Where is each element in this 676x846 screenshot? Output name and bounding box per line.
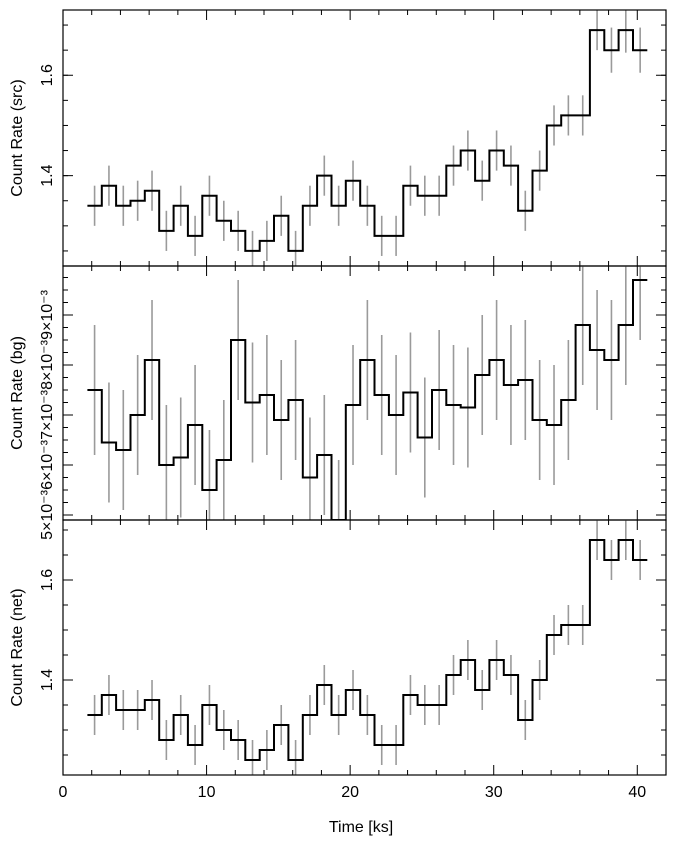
panel-1-data	[87, 10, 648, 266]
panel-frame	[62, 9, 667, 267]
x-tick-label: 0	[59, 784, 68, 801]
y-axis-label: Count Rate (src)	[9, 79, 26, 196]
x-axis-label: Time [ks]	[329, 819, 393, 836]
series-step-line	[87, 279, 648, 520]
y-tick-label: 7×10⁻³	[39, 389, 56, 439]
y-tick-label: 1.4	[39, 669, 56, 691]
y-tick-label: 1.4	[39, 164, 56, 186]
panel-3: 1.4 1.6 Count Rate (net)	[9, 519, 667, 776]
y-tick-label: 1.6	[39, 64, 56, 86]
y-tick-label: 9×10⁻³	[39, 289, 56, 339]
y-tick-label: 6×10⁻³	[39, 439, 56, 489]
series-step-line	[87, 539, 648, 761]
series-step-line	[87, 29, 648, 252]
panel-frame	[62, 519, 667, 776]
panel-2: 5×10⁻³6×10⁻³7×10⁻³8×10⁻³9×10⁻³ Count Rate…	[9, 265, 667, 540]
x-tick-label: 40	[628, 784, 646, 801]
y-axis-label: Count Rate (net)	[9, 588, 26, 706]
y-tick-label: 1.6	[39, 569, 56, 591]
x-tick-label: 10	[198, 784, 216, 801]
y-axis-label: Count Rate (bg)	[9, 336, 26, 450]
panel-3-data	[87, 520, 648, 775]
y-tick-label: 8×10⁻³	[39, 339, 56, 389]
y-tick-label: 5×10⁻³	[39, 489, 56, 539]
x-tick-label: 30	[485, 784, 503, 801]
panels-group: 1.4 1.6 Count Rate (src) 5×10⁻³6×10⁻³7×10⁻³…	[9, 9, 667, 801]
x-tick-label: 20	[341, 784, 359, 801]
panel-1: 1.4 1.6 Count Rate (src)	[9, 9, 667, 267]
panel-2-data	[87, 266, 648, 520]
